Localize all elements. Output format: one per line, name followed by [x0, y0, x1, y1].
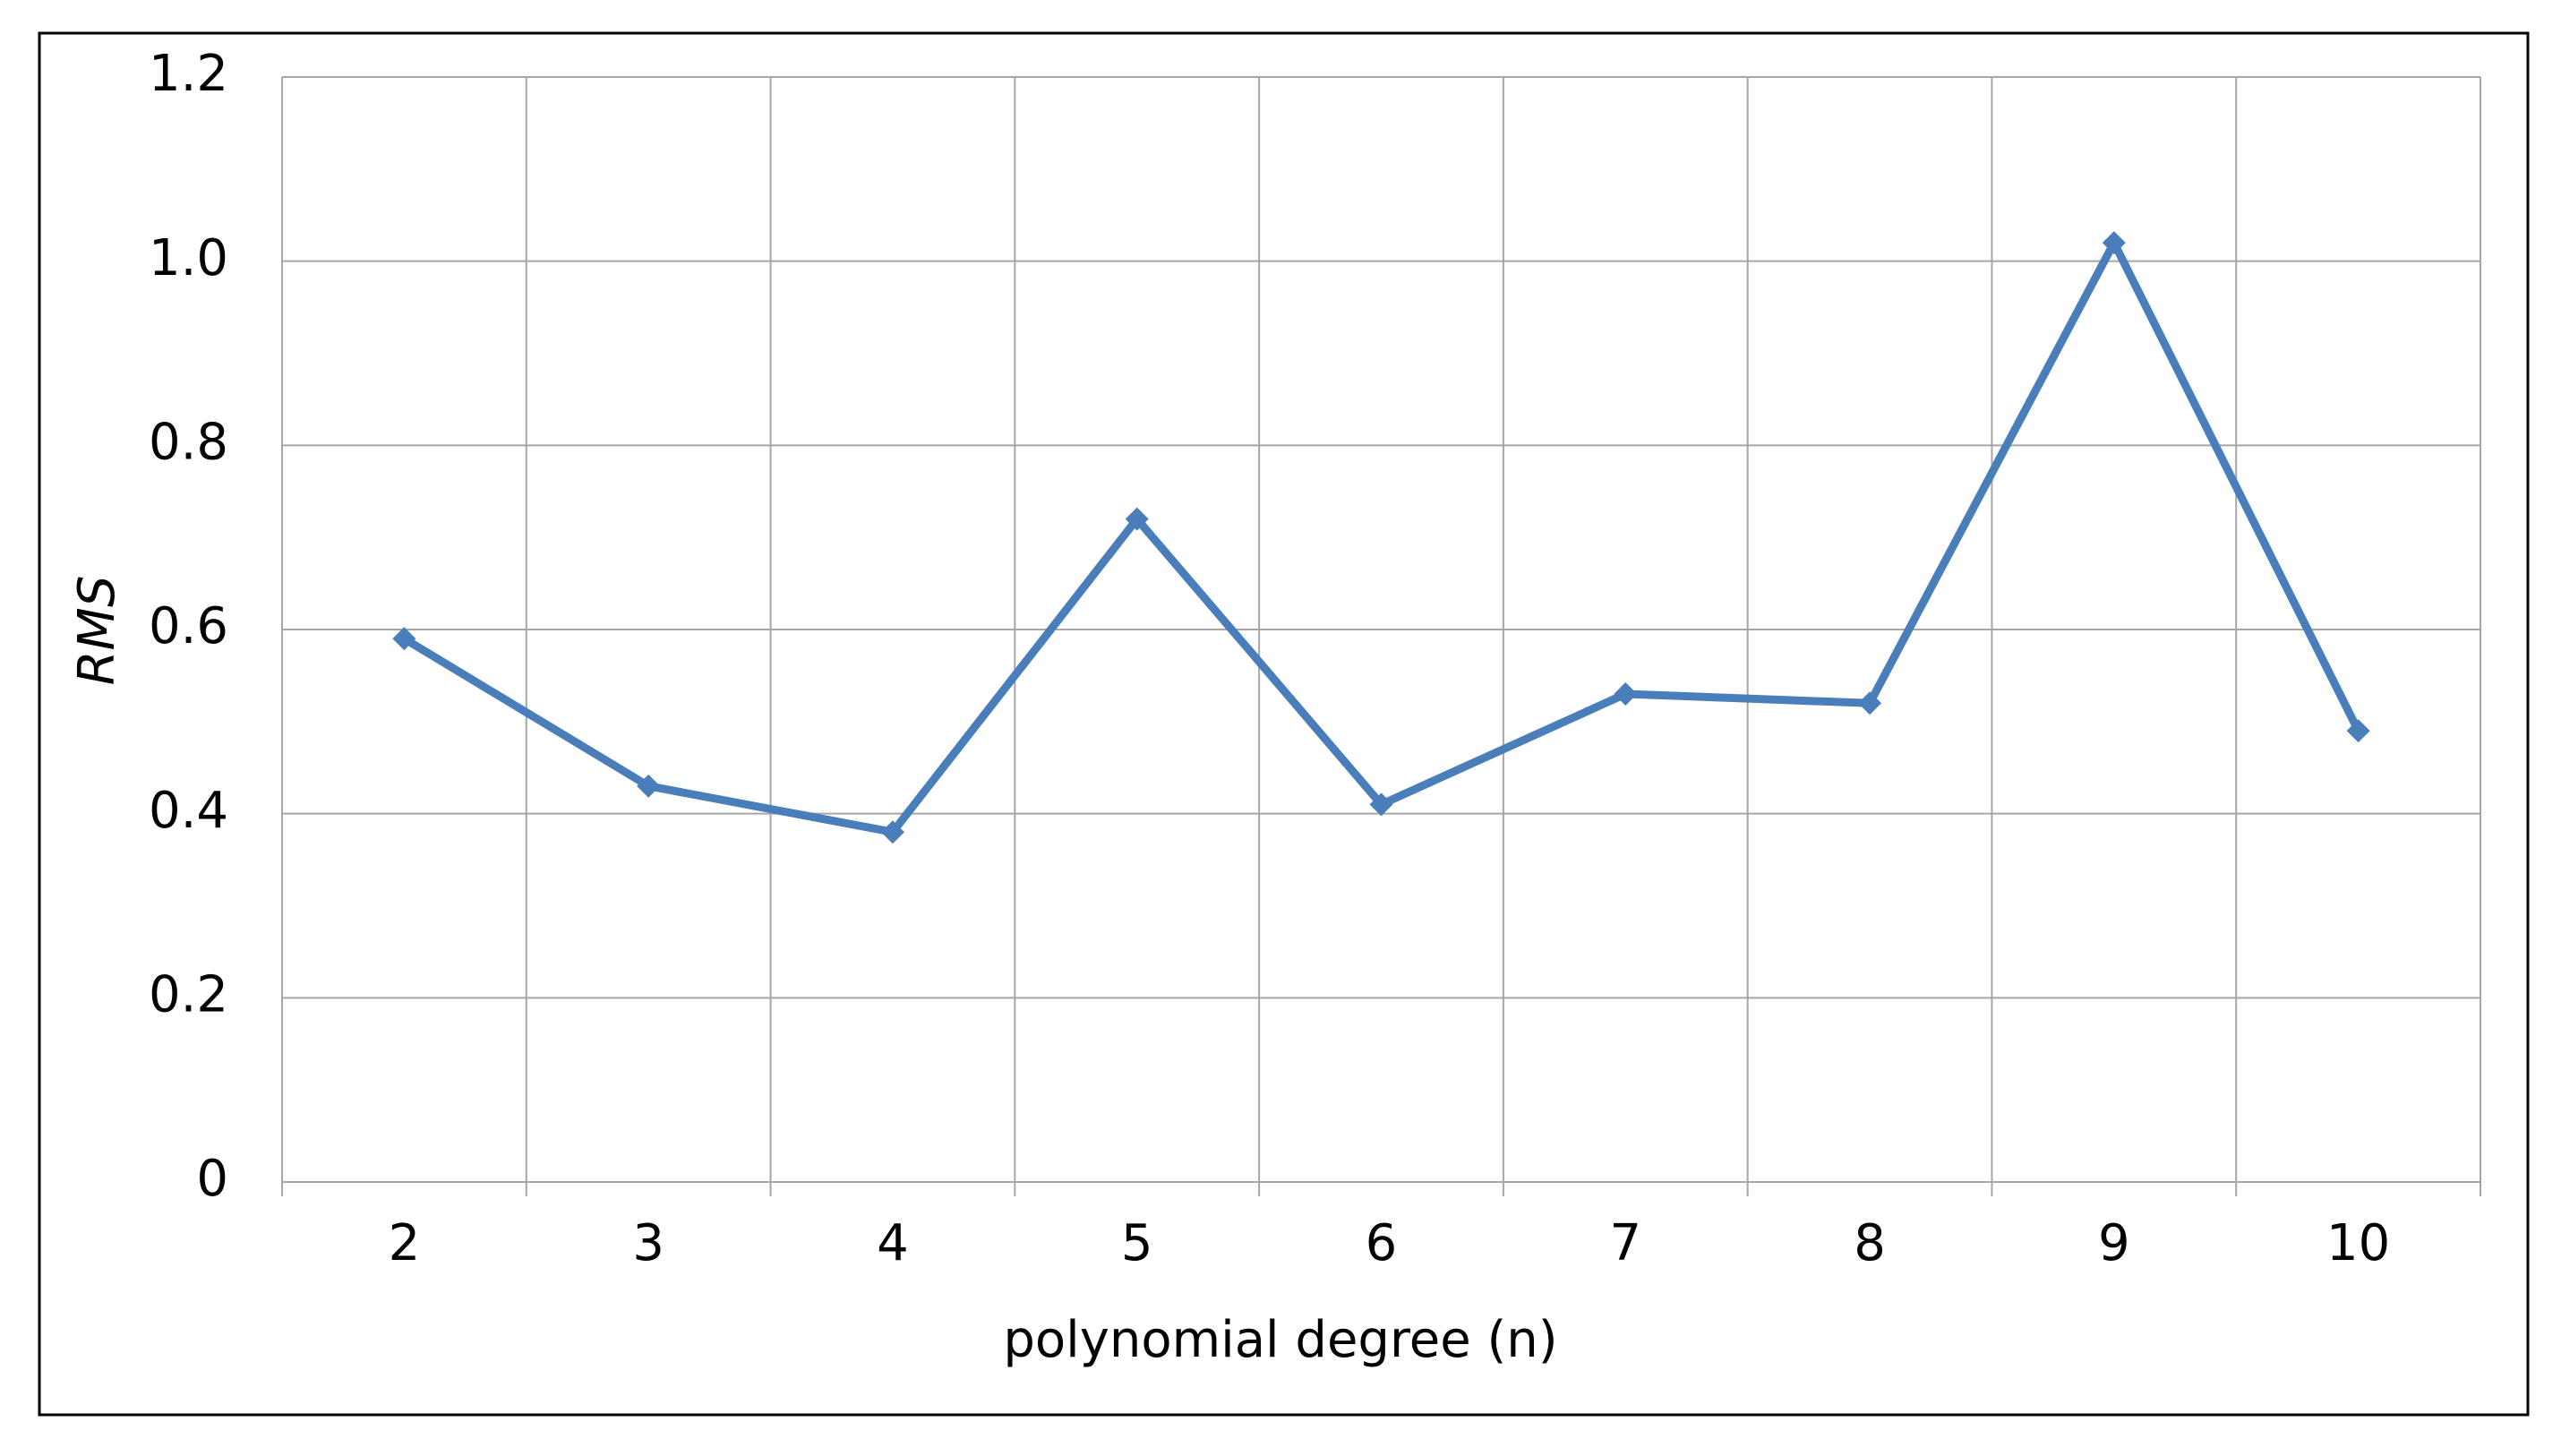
x-tick-label: 5 [1121, 1214, 1153, 1272]
y-tick-label: 0.6 [149, 597, 228, 655]
x-tick-label: 8 [1854, 1214, 1886, 1272]
data-point [1369, 792, 1393, 817]
x-tick-label: 7 [1609, 1214, 1641, 1272]
x-tick-label: 9 [2098, 1214, 2130, 1272]
data-point [2346, 719, 2370, 743]
y-axis-label: RMS [68, 576, 126, 686]
data-point [1614, 681, 1638, 706]
x-tick-label: 3 [632, 1214, 664, 1272]
x-tick-label: 10 [2326, 1214, 2390, 1272]
data-point [392, 627, 416, 651]
x-tick-label: 2 [389, 1214, 421, 1272]
data-point [880, 820, 904, 844]
x-tick-label: 4 [877, 1214, 909, 1272]
x-axis-label: polynomial degree (n) [1003, 1311, 1557, 1369]
y-tick-label: 0.2 [149, 965, 228, 1023]
y-tick-label: 0.8 [149, 413, 228, 471]
data-point [1125, 507, 1149, 531]
x-tick-label: 6 [1366, 1214, 1398, 1272]
y-tick-label: 0 [196, 1150, 228, 1208]
data-point [1858, 691, 1882, 715]
y-tick-label: 1.2 [149, 45, 228, 103]
chart-border [38, 31, 2530, 1417]
data-point [637, 774, 661, 798]
y-tick-label: 0.4 [149, 782, 228, 840]
data-point [2102, 231, 2126, 255]
y-tick-label: 1.0 [149, 229, 228, 287]
